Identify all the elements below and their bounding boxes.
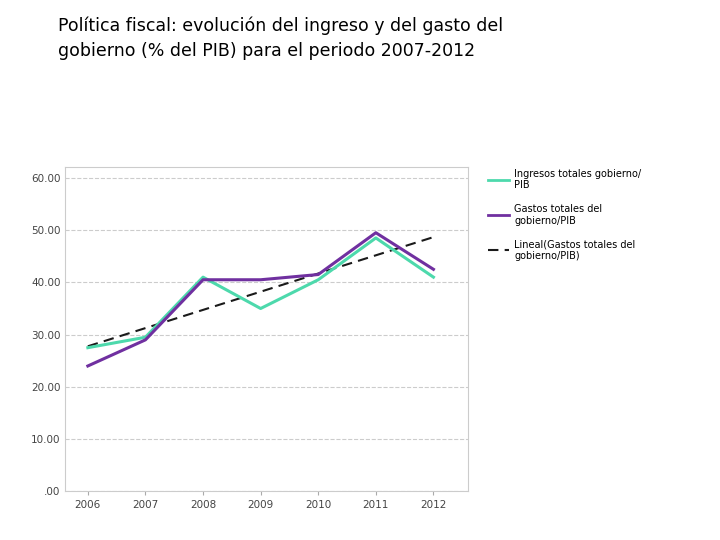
Legend: Ingresos totales gobierno/
PIB, Gastos totales del
gobierno/PIB, Lineal(Gastos t: Ingresos totales gobierno/ PIB, Gastos t… [485, 166, 644, 264]
Text: Política fiscal: evolución del ingreso y del gasto del
gobierno (% del PIB) para: Política fiscal: evolución del ingreso y… [58, 16, 503, 60]
